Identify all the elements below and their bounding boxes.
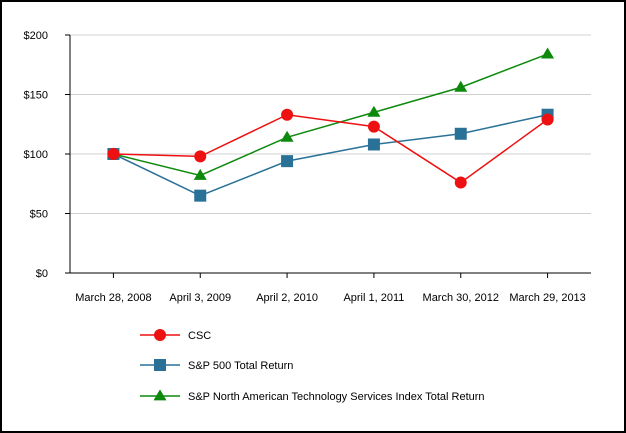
data-point	[193, 168, 207, 180]
legend-label: CSC	[188, 330, 211, 342]
series-line	[113, 113, 548, 197]
y-tick-label: $50	[30, 209, 48, 221]
data-point	[541, 47, 555, 59]
axes	[65, 34, 591, 278]
legend-label: S&P North American Technology Services I…	[188, 391, 485, 403]
x-tick-label: April 3, 2009	[169, 292, 231, 304]
data-point	[367, 105, 381, 117]
x-tick-labels: March 28, 2008 April 3, 2009 April 2, 2010…	[75, 292, 586, 304]
x-tick-label: March 29, 2013	[509, 292, 585, 304]
x-tick-label: April 1, 2011	[343, 292, 404, 304]
data-point	[107, 148, 120, 160]
series	[106, 47, 555, 202]
data-point	[194, 189, 207, 202]
data-point	[367, 120, 380, 133]
legend: CSC S&P 500 Total Return S&P North America…	[140, 329, 485, 403]
series-line	[113, 53, 548, 177]
x-tick-label: March 28, 2008	[75, 292, 151, 304]
data-point	[280, 130, 294, 142]
legend-item: S&P 500 Total Return	[140, 359, 293, 372]
x-tick-label: April 2, 2010	[256, 292, 318, 304]
legend-marker	[153, 389, 167, 401]
series-2	[106, 47, 555, 180]
gridlines	[70, 34, 591, 214]
data-point	[367, 138, 380, 151]
x-tick-label: March 30, 2012	[423, 292, 499, 304]
series-line	[113, 113, 549, 184]
legend-label: S&P 500 Total Return	[188, 360, 293, 372]
data-point	[281, 155, 294, 168]
legend-marker	[154, 329, 166, 341]
y-tick-label: $200	[24, 30, 48, 42]
y-tick-labels: $0 $50 $100 $150 $200	[24, 30, 48, 280]
y-tick-label: $100	[24, 149, 48, 161]
legend-item: S&P North American Technology Services I…	[140, 389, 485, 403]
y-tick-label: $150	[24, 90, 48, 102]
series-0	[107, 108, 554, 189]
data-point	[281, 108, 294, 121]
data-point	[541, 113, 554, 126]
data-point	[454, 127, 467, 140]
data-point	[454, 176, 467, 189]
data-point	[454, 80, 468, 92]
data-point	[194, 150, 207, 163]
y-tick-label: $0	[36, 268, 48, 280]
legend-marker	[154, 359, 166, 371]
legend-item: CSC	[140, 329, 211, 342]
